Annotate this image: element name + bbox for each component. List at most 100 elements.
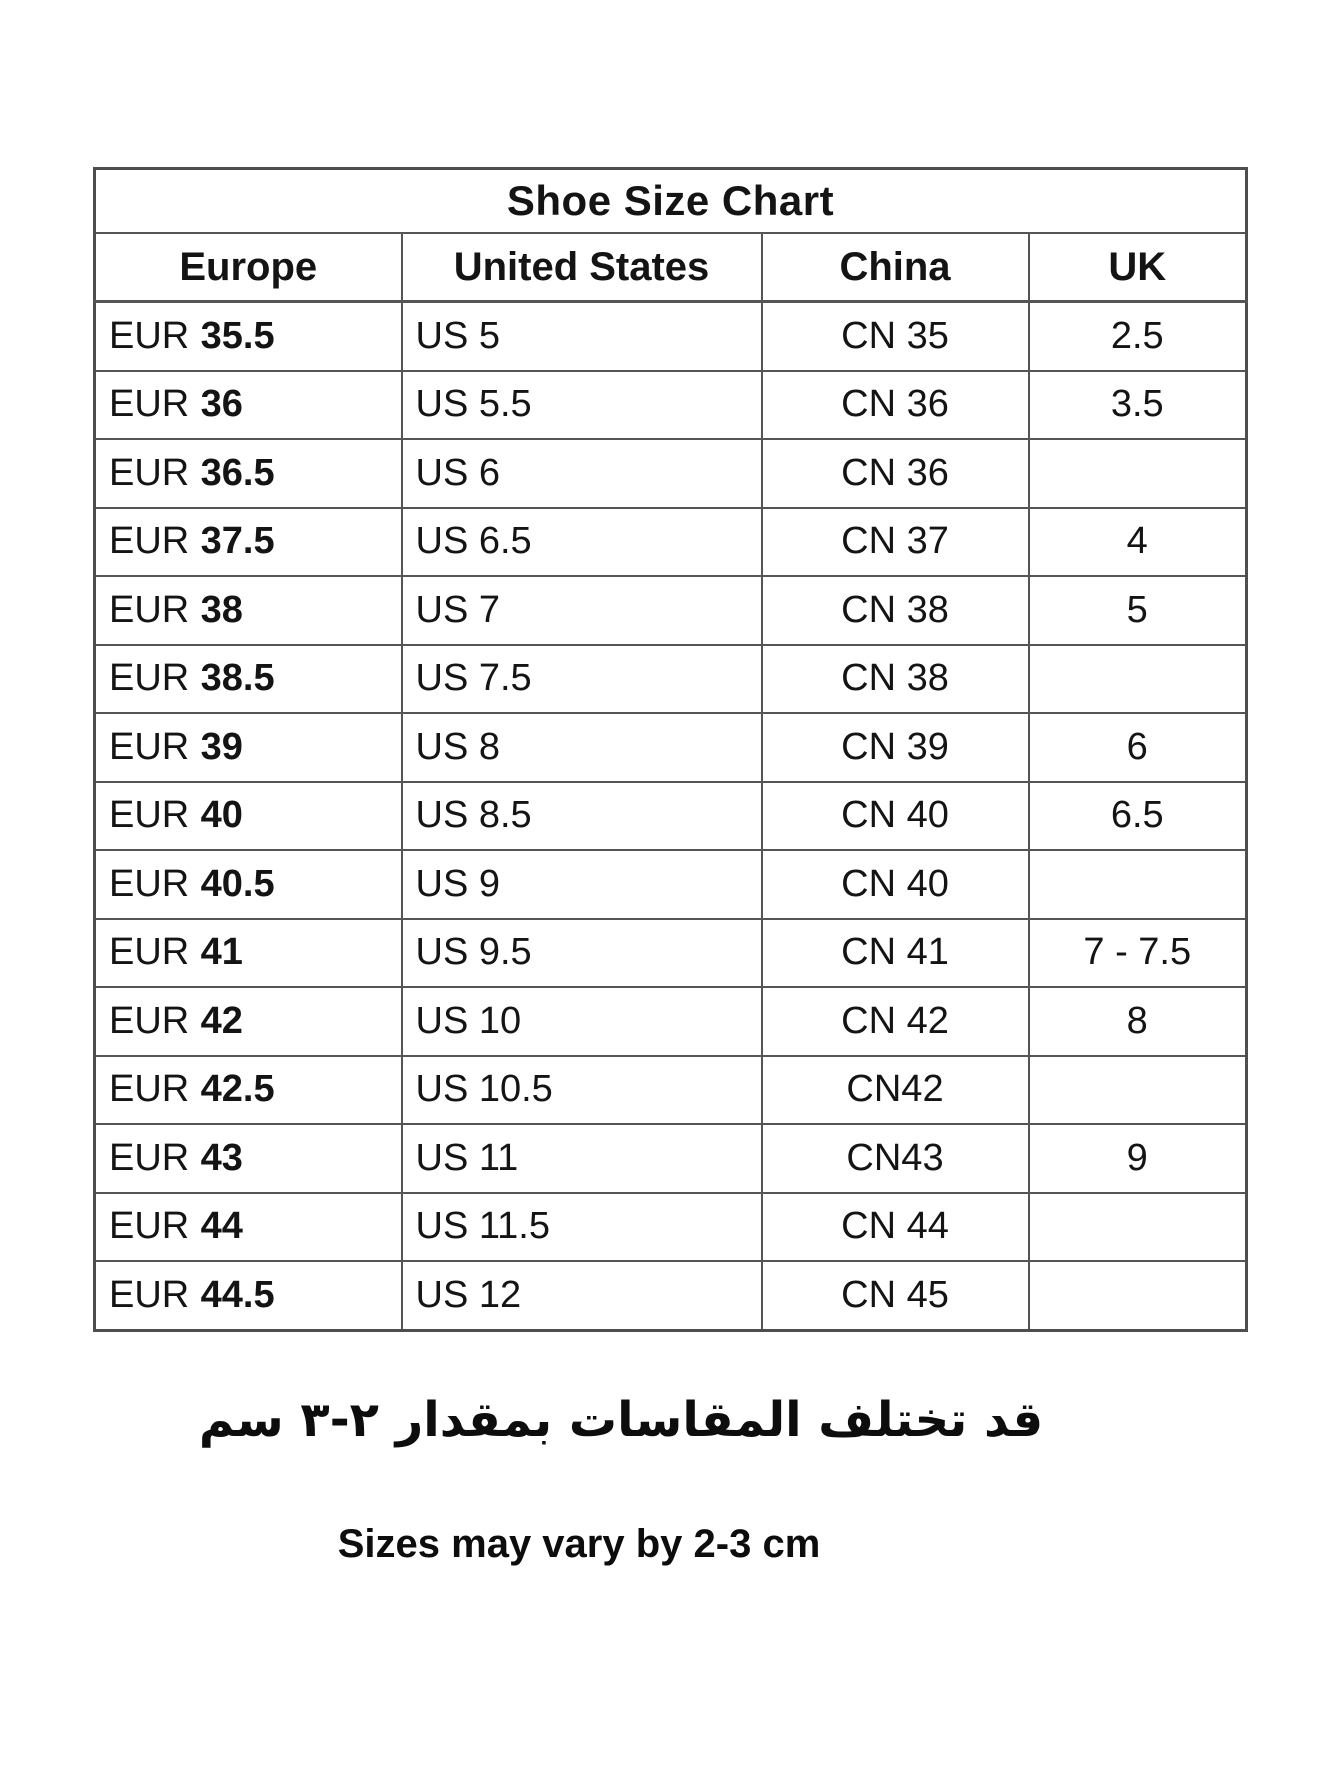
size-note-arabic: قد تختلف المقاسات بمقدار ٢-٣ سم: [198, 1392, 1044, 1448]
cell-europe: EUR 42: [93, 986, 403, 1057]
eur-prefix-label: EUR: [109, 451, 190, 494]
cell-china: CN42: [760, 1054, 1030, 1125]
column-header-china: China: [760, 232, 1030, 303]
cell-china: CN 40: [760, 780, 1030, 851]
column-header-europe: Europe: [93, 232, 403, 303]
cell-europe: EUR 44.5: [93, 1260, 403, 1331]
cell-china: CN 38: [760, 575, 1030, 646]
cell-europe: EUR 40.5: [93, 849, 403, 920]
eur-size-value: 40: [200, 794, 243, 837]
table-row: EUR 44.5 US 12 CN 45: [93, 1260, 1248, 1331]
cell-united-states: US 6: [400, 438, 763, 509]
cell-china: CN 42: [760, 986, 1030, 1057]
cell-uk: 8: [1027, 986, 1248, 1057]
eur-size-value: 38.5: [200, 657, 275, 700]
cell-uk: 5: [1027, 575, 1248, 646]
eur-size-value: 44.5: [200, 1273, 275, 1316]
eur-size-value: 41: [200, 931, 243, 974]
size-note-english: Sizes may vary by 2-3 cm: [337, 1522, 821, 1566]
eur-prefix-label: EUR: [109, 794, 190, 837]
cell-united-states: US 9.5: [400, 917, 763, 988]
cell-united-states: US 5: [400, 300, 763, 372]
table-row: EUR 40.5 US 9 CN 40: [93, 849, 1248, 920]
cell-uk: [1027, 643, 1248, 714]
cell-europe: EUR 44: [93, 1191, 403, 1262]
cell-europe: EUR 38.5: [93, 643, 403, 714]
cell-china: CN 39: [760, 712, 1030, 783]
cell-europe: EUR 42.5: [93, 1054, 403, 1125]
cell-uk: 6: [1027, 712, 1248, 783]
eur-size-value: 35.5: [200, 314, 275, 357]
table-row: EUR 42 US 10 CN 42 8: [93, 986, 1248, 1057]
cell-uk: [1027, 849, 1248, 920]
cell-europe: EUR 43: [93, 1123, 403, 1194]
title-row: Shoe Size Chart: [93, 167, 1248, 234]
column-header-uk: UK: [1027, 232, 1248, 303]
eur-prefix-label: EUR: [109, 520, 190, 563]
table-row: EUR 36 US 5.5 CN 36 3.5: [93, 369, 1248, 440]
cell-china: CN 45: [760, 1260, 1030, 1331]
table-row: EUR 43 US 11 CN43 9: [93, 1123, 1248, 1194]
cell-china: CN 41: [760, 917, 1030, 988]
eur-prefix-label: EUR: [109, 314, 190, 357]
eur-size-value: 42: [200, 999, 243, 1042]
cell-china: CN 36: [760, 438, 1030, 509]
eur-size-value: 36: [200, 383, 243, 426]
eur-size-value: 37.5: [200, 520, 275, 563]
cell-uk: [1027, 1054, 1248, 1125]
cell-united-states: US 8: [400, 712, 763, 783]
cell-europe: EUR 37.5: [93, 506, 403, 577]
cell-china: CN 44: [760, 1191, 1030, 1262]
eur-prefix-label: EUR: [109, 588, 190, 631]
eur-size-value: 39: [200, 725, 243, 768]
table-row: EUR 36.5 US 6 CN 36: [93, 438, 1248, 509]
column-header-united-states: United States: [400, 232, 763, 303]
cell-china: CN 38: [760, 643, 1030, 714]
eur-size-value: 36.5: [200, 451, 275, 494]
eur-prefix-label: EUR: [109, 383, 190, 426]
table-row: EUR 42.5 US 10.5 CN42: [93, 1054, 1248, 1125]
cell-uk: 6.5: [1027, 780, 1248, 851]
footnotes: قد تختلف المقاسات بمقدار ٢-٣ سم Sizes ma…: [93, 1378, 1245, 1568]
cell-uk: 9: [1027, 1123, 1248, 1194]
eur-prefix-label: EUR: [109, 725, 190, 768]
table-row: EUR 44 US 11.5 CN 44: [93, 1191, 1248, 1262]
eur-size-value: 42.5: [200, 1068, 275, 1111]
cell-united-states: US 6.5: [400, 506, 763, 577]
cell-europe: EUR 35.5: [93, 300, 403, 372]
table-row: EUR 39 US 8 CN 39 6: [93, 712, 1248, 783]
cell-united-states: US 10.5: [400, 1054, 763, 1125]
table-row: EUR 41 US 9.5 CN 41 7 - 7.5: [93, 917, 1248, 988]
cell-europe: EUR 36.5: [93, 438, 403, 509]
cell-europe: EUR 40: [93, 780, 403, 851]
eur-prefix-label: EUR: [109, 1273, 190, 1316]
header-row: Europe United States China UK: [93, 232, 1248, 303]
table-row: EUR 38 US 7 CN 38 5: [93, 575, 1248, 646]
eur-prefix-label: EUR: [109, 1136, 190, 1179]
table-row: EUR 37.5 US 6.5 CN 37 4: [93, 506, 1248, 577]
eur-size-value: 38: [200, 588, 243, 631]
table-row: EUR 40 US 8.5 CN 40 6.5: [93, 780, 1248, 851]
eur-prefix-label: EUR: [109, 1205, 190, 1248]
cell-uk: 2.5: [1027, 300, 1248, 372]
cell-united-states: US 9: [400, 849, 763, 920]
cell-europe: EUR 39: [93, 712, 403, 783]
cell-uk: [1027, 1260, 1248, 1331]
cell-united-states: US 10: [400, 986, 763, 1057]
eur-size-value: 44: [200, 1205, 243, 1248]
cell-uk: [1027, 1191, 1248, 1262]
cell-europe: EUR 36: [93, 369, 403, 440]
cell-uk: 7 - 7.5: [1027, 917, 1248, 988]
cell-united-states: US 11: [400, 1123, 763, 1194]
cell-china: CN43: [760, 1123, 1030, 1194]
eur-prefix-label: EUR: [109, 657, 190, 700]
table-title: Shoe Size Chart: [93, 167, 1248, 234]
cell-china: CN 37: [760, 506, 1030, 577]
eur-size-value: 40.5: [200, 862, 275, 905]
cell-uk: [1027, 438, 1248, 509]
cell-china: CN 40: [760, 849, 1030, 920]
cell-europe: EUR 41: [93, 917, 403, 988]
table-row: EUR 35.5 US 5 CN 35 2.5: [93, 300, 1248, 372]
eur-prefix-label: EUR: [109, 931, 190, 974]
